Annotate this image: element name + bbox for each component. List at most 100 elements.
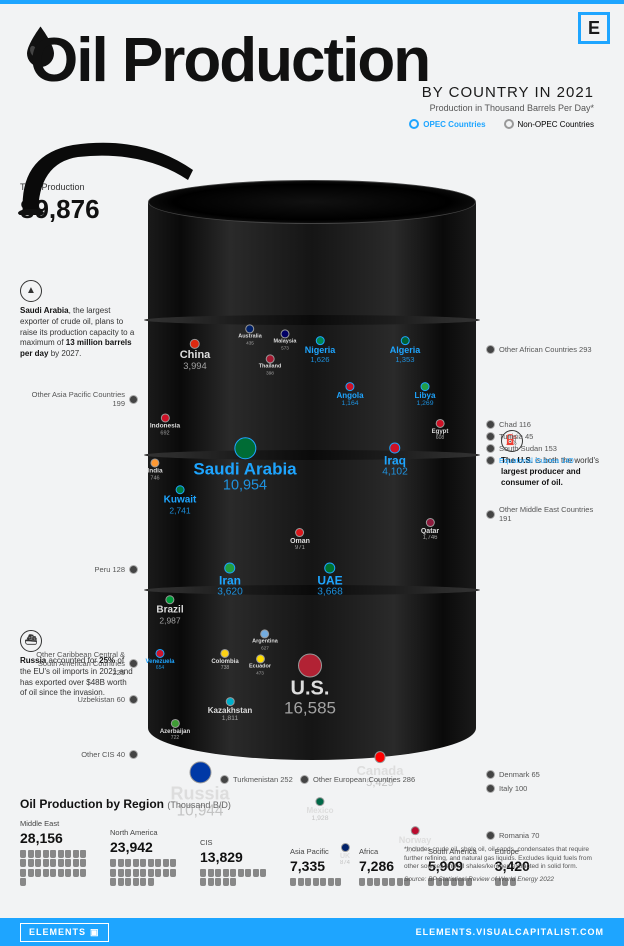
side-label: Tunisia 45 xyxy=(486,432,533,441)
footnote: *Includes crude oil, shale oil, oil sand… xyxy=(404,846,604,884)
mini-barrel-icon xyxy=(170,869,176,877)
side-label: Italy 100 xyxy=(486,784,527,793)
mini-barrel-icon xyxy=(305,878,311,886)
brand-tag: ELEMENTS▣ xyxy=(20,923,109,942)
mini-barrel-icon xyxy=(148,878,154,886)
mini-barrel-icon xyxy=(118,859,124,867)
side-label: Peru 128 xyxy=(95,565,138,574)
mini-barrel-icon xyxy=(118,869,124,877)
barrel-ridge xyxy=(144,315,480,325)
mini-barrel-icon xyxy=(155,859,161,867)
mini-barrel-icon xyxy=(65,850,71,858)
side-label: Other Asia Pacific Countries 199 xyxy=(28,390,138,408)
mini-barrel-icon xyxy=(50,869,56,877)
mini-barrel-icon xyxy=(28,869,34,877)
side-label: Other Middle East Countries 191 xyxy=(486,505,606,523)
bottom-label: Turkmenistan 252 xyxy=(220,775,293,784)
side-label: Other African Countries 293 xyxy=(486,345,592,354)
footer-bar: ELEMENTS▣ ELEMENTS.VISUALCAPITALIST.COM xyxy=(0,918,624,946)
mini-barrel-icon xyxy=(58,869,64,877)
mini-barrel-icon xyxy=(125,878,131,886)
region-north-america: North America23,942 xyxy=(110,828,182,886)
mini-barrel-icon xyxy=(118,878,124,886)
barrel-ridge xyxy=(144,585,480,595)
title-block: Oil Production BY COUNTRY IN 2021 Produc… xyxy=(30,30,594,129)
mini-barrel-icon xyxy=(260,869,266,877)
mini-barrel-icon xyxy=(110,878,116,886)
mini-barrel-icon xyxy=(298,878,304,886)
mini-barrel-icon xyxy=(28,859,34,867)
mini-barrel-icon xyxy=(148,869,154,877)
mini-barrel-icon xyxy=(43,869,49,877)
mini-barrel-icon xyxy=(374,878,380,886)
mini-barrel-icon xyxy=(208,878,214,886)
page-title: Oil Production xyxy=(30,30,594,92)
mini-barrel-icon xyxy=(335,878,341,886)
region-middle-east: Middle East28,156 xyxy=(20,819,92,887)
region-asia-pacific: Asia Pacific7,335 xyxy=(290,847,341,886)
mini-barrel-icon xyxy=(50,859,56,867)
mini-barrel-icon xyxy=(65,859,71,867)
mini-barrel-icon xyxy=(133,859,139,867)
mini-barrel-icon xyxy=(133,869,139,877)
mini-barrel-icon xyxy=(230,878,236,886)
flag-icon xyxy=(189,761,211,783)
mini-barrel-icon xyxy=(359,878,365,886)
mini-barrel-icon xyxy=(148,859,154,867)
mini-barrel-icon xyxy=(163,869,169,877)
side-label: Denmark 65 xyxy=(486,770,540,779)
mini-barrel-icon xyxy=(125,869,131,877)
side-label: South Sudan 153 xyxy=(486,444,557,453)
mini-barrel-icon xyxy=(397,878,403,886)
mini-barrel-icon xyxy=(320,878,326,886)
side-label: Other CIS 40 xyxy=(81,750,138,759)
mini-barrel-icon xyxy=(170,859,176,867)
mini-barrel-icon xyxy=(328,878,334,886)
barrel-top xyxy=(148,180,476,224)
mini-barrel-icon xyxy=(133,878,139,886)
mini-barrel-icon xyxy=(50,850,56,858)
side-label: Uzbekistan 60 xyxy=(77,695,138,704)
region-africa: Africa7,286 xyxy=(359,847,410,886)
side-label: Other Caribbean Central & South American… xyxy=(28,650,138,677)
mini-barrel-icon xyxy=(58,850,64,858)
mini-barrel-icon xyxy=(110,869,116,877)
mini-barrel-icon xyxy=(208,869,214,877)
mini-barrel-icon xyxy=(253,869,259,877)
mini-barrel-icon xyxy=(238,869,244,877)
mini-barrel-icon xyxy=(125,859,131,867)
mini-barrel-icon xyxy=(80,859,86,867)
barrel-ridge xyxy=(144,450,480,460)
barrel-stage: Saudi Arabia10,954U.S.16,585Russia10,944… xyxy=(0,150,624,800)
footer-url: ELEMENTS.VISUALCAPITALIST.COM xyxy=(416,927,604,937)
mini-barrel-icon xyxy=(80,850,86,858)
mini-barrel-icon xyxy=(73,859,79,867)
mini-barrel-icon xyxy=(35,869,41,877)
region-cis: CIS13,829 xyxy=(200,838,272,887)
mini-barrel-icon xyxy=(43,859,49,867)
mini-barrel-icon xyxy=(367,878,373,886)
oil-barrel xyxy=(148,180,476,760)
mini-barrel-icon xyxy=(80,869,86,877)
mini-barrel-icon xyxy=(215,878,221,886)
side-label: Chad 116 xyxy=(486,420,531,429)
top-accent-bar xyxy=(0,0,624,4)
mini-barrel-icon xyxy=(382,878,388,886)
mini-barrel-icon xyxy=(140,869,146,877)
mini-barrel-icon xyxy=(65,869,71,877)
bottom-label: Other European Countries 286 xyxy=(300,775,415,784)
mini-barrel-icon xyxy=(110,859,116,867)
mini-barrel-icon xyxy=(28,850,34,858)
mini-barrel-icon xyxy=(20,869,26,877)
mini-barrel-icon xyxy=(163,859,169,867)
mini-barrel-icon xyxy=(20,878,26,886)
mini-barrel-icon xyxy=(389,878,395,886)
mini-barrel-icon xyxy=(73,850,79,858)
mini-barrel-icon xyxy=(20,859,26,867)
mini-barrel-icon xyxy=(200,878,206,886)
barrel-body xyxy=(148,202,476,760)
subtitle-note: Production in Thousand Barrels Per Day* xyxy=(30,103,594,113)
mini-barrel-icon xyxy=(155,869,161,877)
mini-barrel-icon xyxy=(223,869,229,877)
mini-barrel-icon xyxy=(35,859,41,867)
